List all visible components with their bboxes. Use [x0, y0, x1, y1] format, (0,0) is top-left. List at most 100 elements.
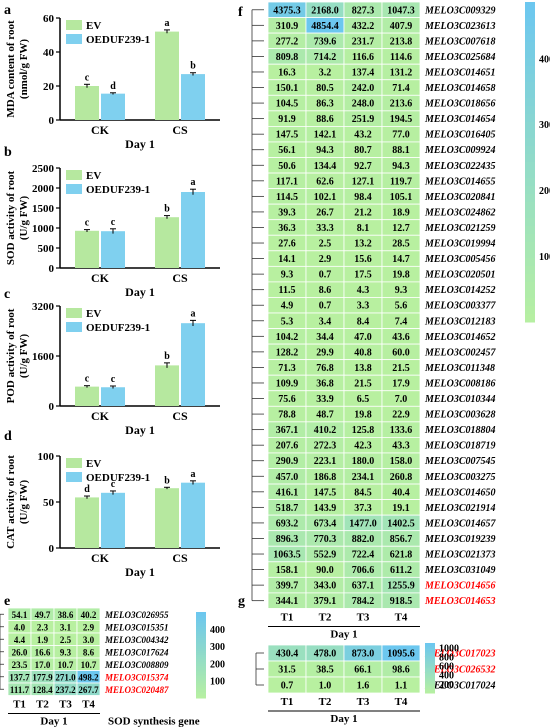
x-axis-label: Day 1	[125, 423, 155, 437]
y-tick-label: 20	[43, 81, 55, 93]
color-scale-band	[425, 649, 435, 651]
heatmap-cell-value: 158.1	[276, 565, 299, 576]
heatmap-cell-value: 896.3	[276, 534, 299, 545]
color-scale-band	[525, 274, 535, 283]
color-scale-band	[525, 106, 535, 115]
color-scale-band	[525, 162, 535, 171]
heatmap-cell-value: 36.8	[316, 378, 334, 389]
color-scale-band	[425, 646, 435, 649]
gene-label: MELO3C003377	[424, 301, 497, 312]
color-scale-band	[196, 644, 206, 647]
heatmap-cell-value: 0.7	[319, 301, 332, 312]
heatmap-cell-value: 17.5	[354, 270, 372, 281]
color-scale-band	[425, 683, 435, 685]
heatmap-cell-value: 31.5	[278, 665, 296, 676]
heatmap-cell-value: 9.3	[60, 647, 72, 657]
gene-label: MELO3C007618	[424, 36, 496, 47]
legend-label: EV	[86, 20, 101, 32]
heatmap-cell-value: 128.2	[276, 347, 299, 358]
color-scale-band	[425, 676, 435, 679]
significance-letter: c	[85, 218, 90, 229]
gene-label: MELO3C014652	[424, 332, 496, 343]
heatmap-cell-value: 22.9	[392, 410, 410, 421]
panel-label: d	[4, 429, 12, 444]
heatmap-cell-value: 399.7	[276, 581, 299, 592]
y-tick-label: 1500	[32, 203, 55, 215]
heatmap-cell-value: 12.7	[392, 223, 410, 234]
color-scale-band	[525, 242, 535, 251]
color-scale-band	[196, 678, 206, 682]
gene-label: MELO3C018719	[424, 441, 496, 452]
heatmap-cell-value: 119.7	[390, 176, 412, 187]
heatmap-cell-value: 19.8	[392, 270, 410, 281]
color-scale-band	[525, 66, 535, 75]
heatmap-cell-value: 194.5	[390, 114, 413, 125]
gene-label: MELO3C015351	[104, 622, 169, 632]
heatmap-cell-value: 379.1	[314, 596, 337, 607]
color-scale-band	[425, 644, 435, 646]
color-scale-band	[425, 648, 435, 650]
color-scale-band	[525, 74, 535, 83]
heatmap-cell-value: 1477.0	[349, 518, 377, 529]
heatmap-cell-value: 128.4	[32, 685, 53, 695]
panel-label: e	[4, 594, 10, 609]
color-scale-band	[425, 675, 435, 678]
bar-ev	[75, 86, 99, 120]
heatmap-cell-value: 344.1	[276, 596, 299, 607]
color-scale-band	[196, 682, 206, 686]
significance-letter: c	[85, 72, 90, 83]
color-scale-band	[196, 612, 206, 615]
heatmap-cell-value: 714.2	[314, 52, 337, 63]
panel-label: a	[4, 3, 11, 18]
legend-label: OEDUF239-1	[86, 472, 150, 484]
legend-label: EV	[86, 308, 101, 320]
color-scale-band	[425, 679, 435, 681]
heatmap-cell-value: 770.3	[314, 534, 337, 545]
column-label: T1	[281, 611, 294, 623]
gene-label: MELO3C017024	[424, 681, 496, 692]
color-scale-band	[196, 637, 206, 641]
color-scale-band	[196, 667, 206, 671]
color-scale-band	[425, 681, 435, 684]
significance-letter: c	[111, 479, 116, 490]
color-scale-band	[425, 643, 435, 645]
heatmap-cell-value: 39.3	[278, 207, 296, 218]
significance-letter: d	[84, 484, 90, 495]
color-scale-band	[425, 666, 435, 669]
color-scale-band	[196, 616, 206, 619]
gene-label: MELO3C020841	[424, 192, 496, 203]
y-axis-label: MDA content of root	[5, 20, 17, 118]
heatmap-cell-value: 407.9	[390, 21, 413, 32]
significance-letter: b	[190, 61, 196, 72]
gene-label: MELO3C003628	[424, 410, 496, 421]
heatmap-cell-value: 2.9	[83, 622, 95, 632]
column-label: T3	[357, 611, 370, 623]
color-scale-band	[525, 290, 535, 299]
color-scale-band	[196, 680, 206, 684]
color-scale-band	[196, 693, 206, 697]
heatmap-cell-value: 4.9	[281, 301, 294, 312]
heatmap-cell-value: 5.3	[281, 316, 294, 327]
color-scale-band	[196, 652, 206, 656]
color-scale-band	[525, 202, 535, 211]
heatmap-cell-value: 71.3	[278, 363, 296, 374]
heatmap-cell-value: 131.2	[390, 67, 413, 78]
heatmap-cell-value: 27.6	[278, 239, 296, 250]
heatmap-cell-value: 248.0	[352, 99, 375, 110]
x-axis-label: Day 1	[125, 137, 155, 151]
heatmap-cell-value: 9.3	[395, 285, 408, 296]
heatmap-cell-value: 1095.6	[387, 649, 415, 660]
heatmap-cell	[381, 592, 421, 609]
color-scale-band	[425, 668, 435, 670]
heatmap-cell-value: 80.5	[316, 83, 334, 94]
heatmap-cell-value: 3.2	[319, 67, 332, 78]
color-scale-band	[196, 659, 206, 662]
heatmap-cell-value: 234.1	[352, 472, 375, 483]
heatmap-cell-value: 1.6	[357, 681, 370, 692]
y-tick-label: 40	[43, 47, 55, 59]
heatmap-cell-value: 48.7	[316, 410, 334, 421]
heatmap-cell-value: 13.2	[354, 239, 372, 250]
heatmap-cell-value: 251.9	[352, 114, 375, 125]
color-scale-band	[525, 50, 535, 59]
heatmap-cell-value: 76.8	[316, 363, 334, 374]
